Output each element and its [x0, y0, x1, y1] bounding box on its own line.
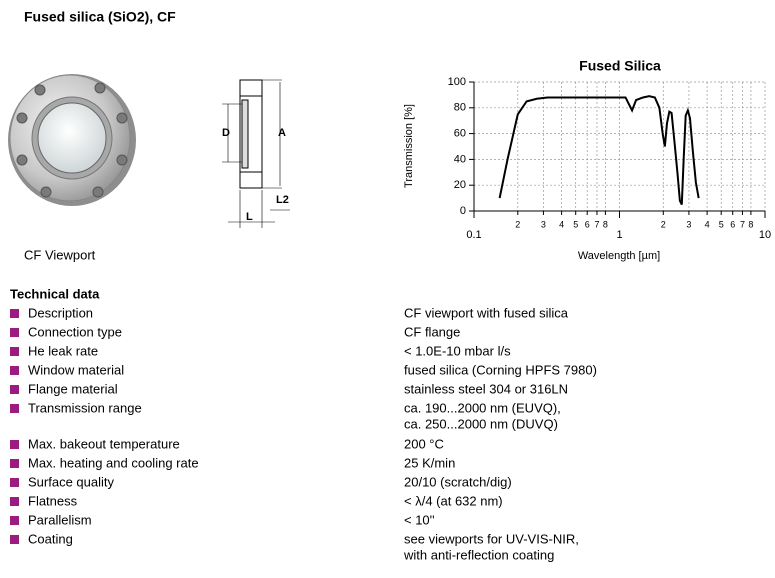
row-value: 20/10 (scratch/dig)	[404, 474, 512, 489]
x-tick-label: 6	[730, 219, 735, 229]
row-label: Parallelism	[28, 512, 92, 527]
bullet	[10, 366, 19, 375]
x-tick-label: 2	[661, 219, 666, 229]
row-value: CF viewport with fused silica	[404, 305, 569, 320]
bullet	[10, 385, 19, 394]
x-tick-label: 7	[594, 219, 599, 229]
y-tick-label: 60	[454, 128, 466, 140]
x-tick-label: 4	[705, 219, 710, 229]
row-value: ca. 250...2000 nm (DUVQ)	[404, 416, 558, 431]
bullet	[10, 516, 19, 525]
x-tick-label: 6	[585, 219, 590, 229]
row-value: with anti-reflection coating	[403, 547, 554, 562]
doc-title: Fused silica (SiO2), CF	[24, 9, 176, 25]
image-caption: CF Viewport	[24, 247, 96, 262]
row-label: Transmission range	[28, 400, 142, 415]
dim-label: L2	[276, 194, 289, 206]
row-value: ca. 190...2000 nm (EUVQ),	[404, 400, 561, 415]
row-label: He leak rate	[28, 343, 98, 358]
x-tick-label: 4	[559, 219, 564, 229]
table-title: Technical data	[10, 286, 100, 301]
y-axis-label: Transmission [%]	[403, 104, 415, 188]
row-value: stainless steel 304 or 316LN	[404, 381, 568, 396]
line-series	[498, 95, 700, 205]
x-tick-label: 3	[541, 219, 546, 229]
y-tick-label: 100	[448, 76, 466, 88]
row-label: Window material	[28, 362, 124, 377]
row-value: < 1.0E-10 mbar l/s	[404, 343, 511, 358]
row-value: < λ/4 (at 632 nm)	[404, 493, 503, 508]
x-tick-label: 3	[686, 219, 691, 229]
tech-drawing	[222, 79, 290, 228]
x-tick-label: 7	[740, 219, 745, 229]
row-label: Flange material	[28, 381, 118, 396]
row-label: Connection type	[28, 324, 122, 339]
y-tick-label: 0	[460, 205, 466, 217]
bullet	[10, 440, 19, 449]
x-tick-label: 8	[748, 219, 753, 229]
y-tick-label: 40	[454, 153, 466, 165]
x-axis-label: Wavelength [µm]	[578, 250, 660, 262]
x-tick-label: 10	[759, 229, 771, 241]
row-label: Surface quality	[28, 474, 114, 489]
x-tick-label: 5	[573, 219, 578, 229]
row-value: see viewports for UV-VIS-NIR,	[404, 531, 579, 546]
viewport-image	[8, 74, 136, 206]
row-value: 200 °C	[404, 436, 444, 451]
row-label: Description	[28, 305, 93, 320]
x-tick-label: 1	[616, 229, 622, 241]
bullet	[10, 347, 19, 356]
row-value: < 10''	[404, 512, 435, 527]
dim-label: A	[278, 127, 286, 139]
x-tick-label: 2	[515, 219, 520, 229]
row-label: Max. heating and cooling rate	[28, 455, 199, 470]
dim-label: L	[246, 211, 253, 223]
y-tick-label: 20	[454, 179, 466, 191]
row-value: CF flange	[404, 324, 460, 339]
row-label: Coating	[28, 531, 73, 546]
row-label: Max. bakeout temperature	[28, 436, 180, 451]
row-value: fused silica (Corning HPFS 7980)	[404, 362, 597, 377]
bullet	[10, 309, 19, 318]
bullet	[10, 478, 19, 487]
row-label: Flatness	[28, 493, 78, 508]
bullet	[10, 328, 19, 337]
bullet	[10, 404, 19, 413]
bullet	[10, 459, 19, 468]
chart-title: Fused Silica	[579, 58, 661, 74]
bullet	[10, 535, 19, 544]
x-tick-label: 8	[603, 219, 608, 229]
y-tick-label: 80	[454, 102, 466, 114]
x-tick-label: 0.1	[466, 229, 481, 241]
row-value: 25 K/min	[404, 455, 455, 470]
dim-label: D	[222, 127, 230, 139]
bullet	[10, 497, 19, 506]
x-tick-label: 5	[719, 219, 724, 229]
